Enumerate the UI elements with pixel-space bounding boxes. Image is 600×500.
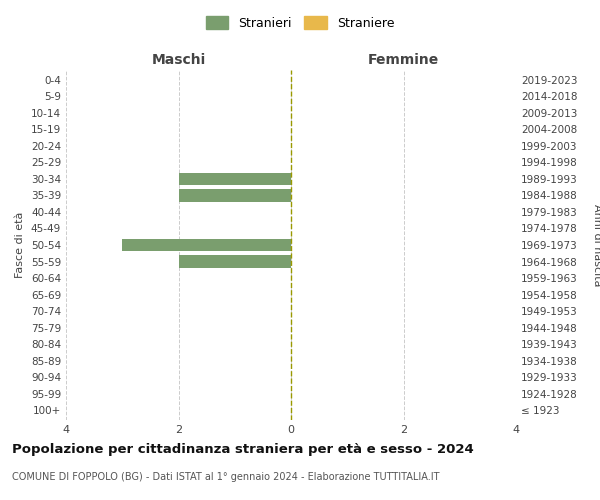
Text: COMUNE DI FOPPOLO (BG) - Dati ISTAT al 1° gennaio 2024 - Elaborazione TUTTITALIA: COMUNE DI FOPPOLO (BG) - Dati ISTAT al 1… — [12, 472, 439, 482]
Y-axis label: Fasce di età: Fasce di età — [16, 212, 25, 278]
Text: Maschi: Maschi — [151, 52, 206, 66]
Bar — [179, 173, 291, 185]
Bar — [122, 239, 291, 251]
Text: Femmine: Femmine — [368, 52, 439, 66]
Legend: Stranieri, Straniere: Stranieri, Straniere — [201, 11, 399, 35]
Bar — [179, 190, 291, 202]
Bar — [179, 256, 291, 268]
Y-axis label: Anni di nascita: Anni di nascita — [592, 204, 600, 286]
Text: Popolazione per cittadinanza straniera per età e sesso - 2024: Popolazione per cittadinanza straniera p… — [12, 442, 474, 456]
